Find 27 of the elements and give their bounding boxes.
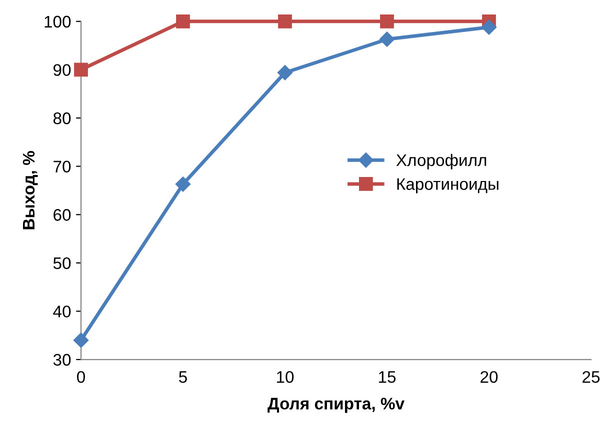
x-tick-label: 25 — [582, 371, 600, 383]
y-tick-label: 30 — [53, 354, 71, 366]
y-tick-label: 70 — [54, 160, 71, 173]
point — [379, 32, 395, 47]
x-tick-label: 10 — [277, 371, 294, 383]
point — [73, 332, 89, 348]
y-tick-label: 40 — [53, 306, 71, 318]
point — [175, 176, 191, 192]
x-axis-title: Доля спирта, %v — [268, 398, 404, 413]
y-tick-label: 90 — [54, 64, 71, 76]
point — [176, 14, 190, 28]
y-tick-label: 80 — [53, 112, 71, 124]
x-tick-label: 5 — [179, 371, 187, 383]
point — [278, 14, 292, 28]
point — [277, 65, 293, 80]
point — [74, 62, 88, 77]
point — [380, 14, 394, 28]
y-tick-label: 60 — [54, 209, 71, 221]
x-tick-label: 15 — [379, 371, 396, 383]
y-tick-label: 50 — [53, 257, 71, 270]
legend-label: Каротиноиды — [397, 178, 498, 194]
y-axis-title: Выход, % — [22, 151, 38, 230]
x-tick-label: 0 — [77, 371, 85, 383]
legend-label: Хлорофилл — [396, 154, 486, 170]
y-tick-label: 100 — [44, 16, 71, 28]
point — [481, 20, 497, 35]
x-tick-label: 20 — [480, 371, 498, 383]
